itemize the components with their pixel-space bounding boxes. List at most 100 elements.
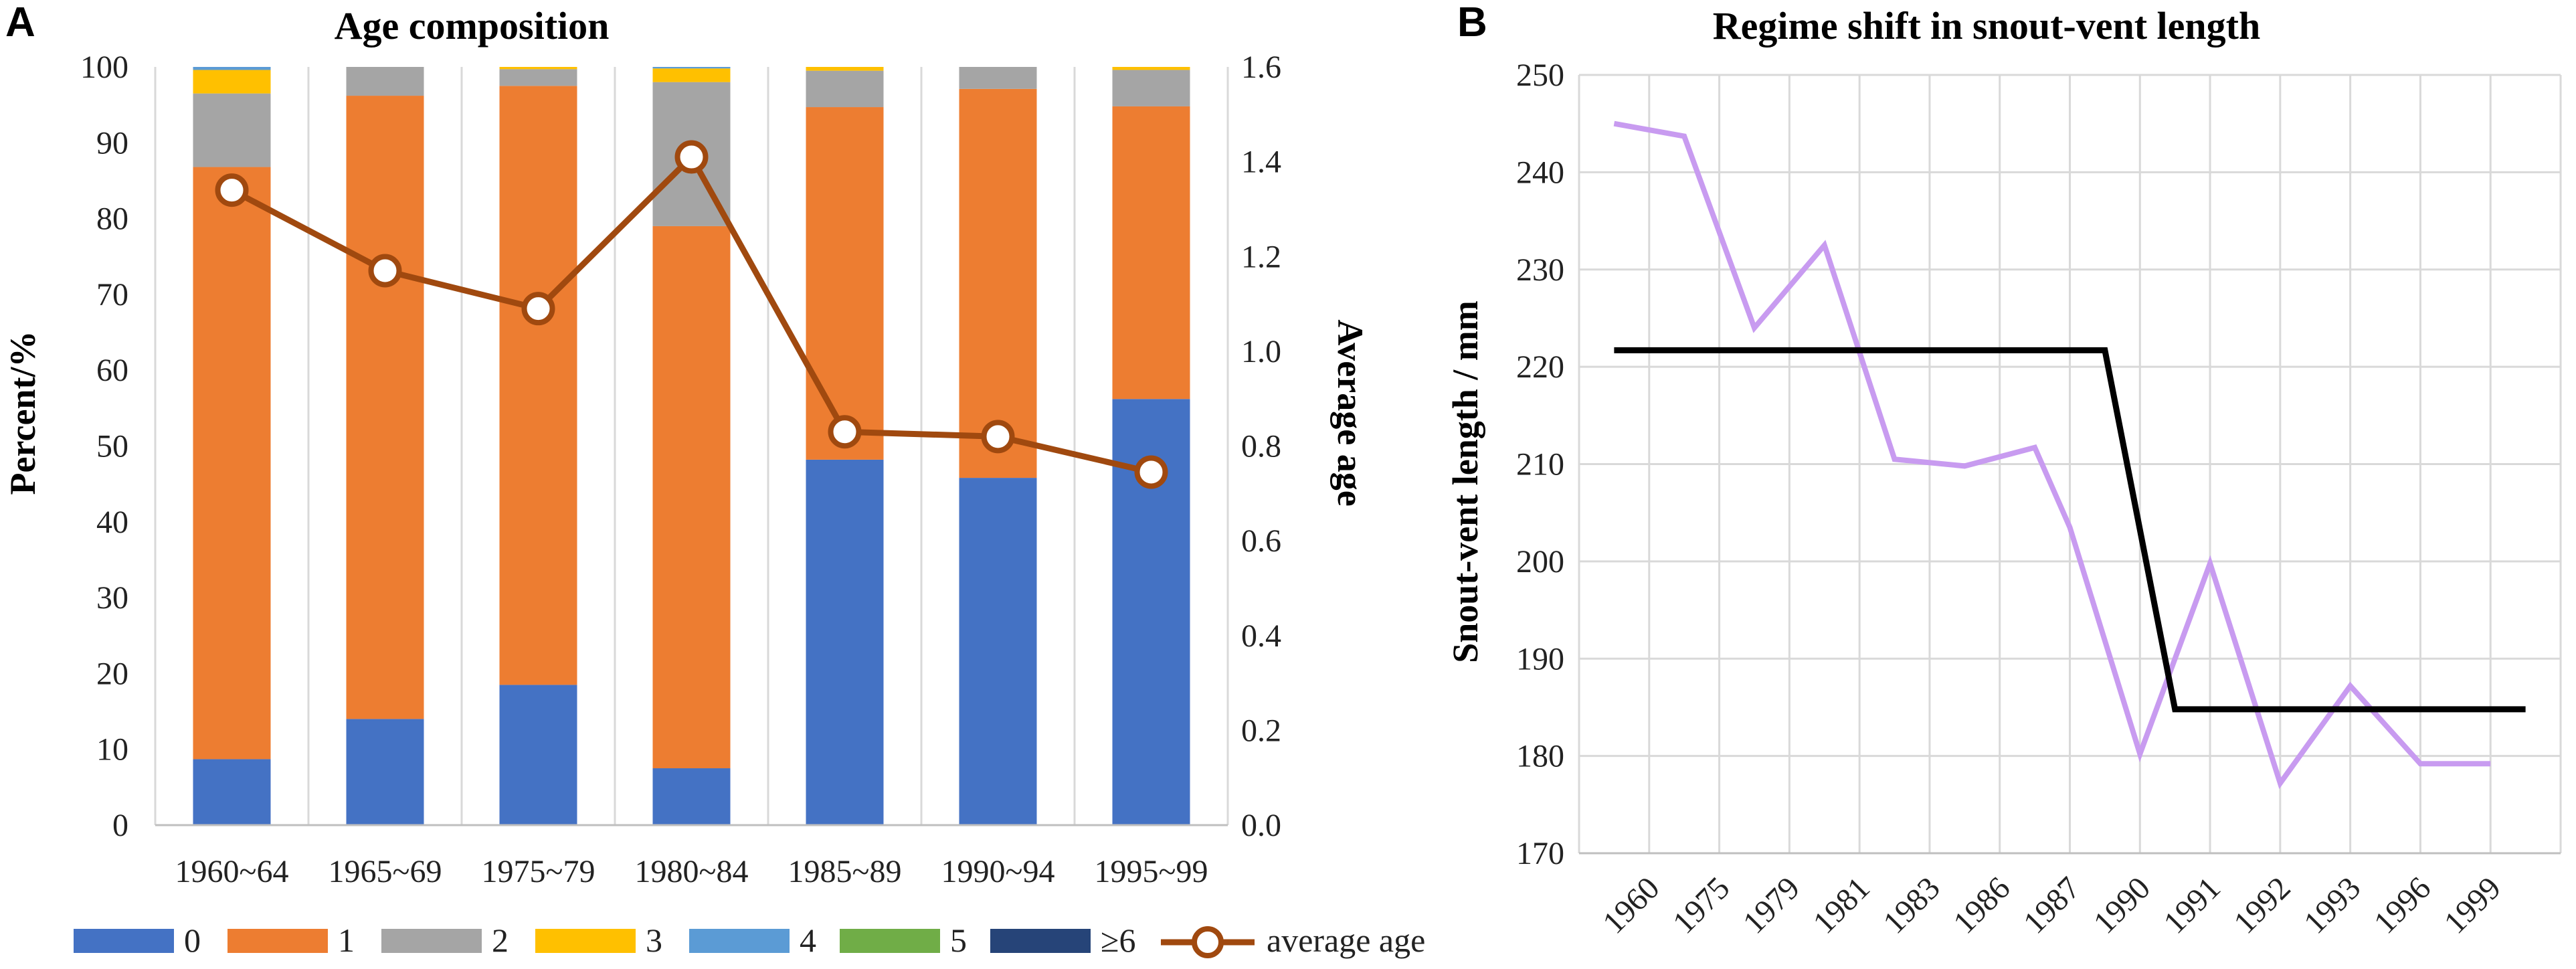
bar-segment-age-3 xyxy=(652,68,731,82)
panel-b-y-tick-label: 240 xyxy=(1516,155,1564,190)
bar-segment-age-2 xyxy=(346,67,424,96)
panel-a-y2-tick-label: 1.0 xyxy=(1241,334,1281,369)
panel-a-y-tick-label: 100 xyxy=(80,50,128,85)
legend-swatch xyxy=(990,929,1091,953)
bar-segment-age-4 xyxy=(193,67,271,70)
legend-label: 1 xyxy=(338,921,355,959)
panel-a-y-tick-label: 80 xyxy=(96,201,128,237)
bar-segment-age-3 xyxy=(806,67,884,71)
panel-a-y-tick-label: 60 xyxy=(96,353,128,388)
panel-b-gridlines xyxy=(1578,74,2562,855)
panel-a-gridlines xyxy=(154,67,1229,825)
regime-mean-line xyxy=(1614,347,2526,713)
panel-a-y2-axis-label: Average age xyxy=(1330,319,1370,506)
panel-b-y-tick-label: 230 xyxy=(1516,252,1564,288)
bar-segment-age-0 xyxy=(652,768,731,825)
bar-segment-age-1 xyxy=(652,226,731,769)
legend-label: 2 xyxy=(492,921,509,959)
legend-label: ≥6 xyxy=(1101,921,1135,959)
bar-segment-age-0 xyxy=(959,478,1037,825)
legend-line-marker xyxy=(1192,926,1224,958)
legend-swatch xyxy=(227,929,328,953)
panel-a-y2-tick-label: 0.6 xyxy=(1241,523,1281,559)
panel-a-x-tick-label: 1990~94 xyxy=(941,854,1055,889)
legend-swatch xyxy=(840,929,940,953)
panel-a-x-tick-label: 1980~84 xyxy=(635,854,749,889)
panel-b-y-axis-label: Snout-vent length / mm xyxy=(1445,300,1485,663)
bar-segment-age-3 xyxy=(1112,67,1190,70)
panel-a-x-tick-label: 1975~79 xyxy=(482,854,595,889)
bar-segment-age-2 xyxy=(499,69,577,86)
panel-b-x-tick-label: 1999 xyxy=(2437,870,2508,940)
panel-a-y-tick-label: 70 xyxy=(96,277,128,313)
bar-segment-age-1 xyxy=(499,86,577,685)
panel-a-average-age-line xyxy=(215,140,1168,489)
bar-segment-age-2 xyxy=(959,67,1037,89)
panel-a-y-tick-label: 50 xyxy=(96,429,128,464)
bar-segment-age-0 xyxy=(193,759,271,825)
panel-b-x-tick-label: 1990 xyxy=(2087,870,2157,940)
bar-segment-age-3 xyxy=(193,70,271,94)
panel-a-y-tick-label: 0 xyxy=(112,808,128,843)
panel-a-y2-tick-label: 1.6 xyxy=(1241,50,1281,85)
panel-a-y-tick-label: 30 xyxy=(96,580,128,616)
bar-segment-age-0 xyxy=(499,685,577,825)
panel-a-y2-tick-label: 0.8 xyxy=(1241,429,1281,464)
panel-a-title: Age composition xyxy=(335,4,610,48)
legend-label: 5 xyxy=(950,921,967,959)
panel-a-x-tick-label: 1995~99 xyxy=(1095,854,1208,889)
panel-b-title: Regime shift in snout-vent length xyxy=(1713,4,2260,48)
legend-label: average age xyxy=(1267,921,1425,959)
panel-a-letter: A xyxy=(5,0,35,46)
legend-label: 0 xyxy=(184,921,201,959)
panel-a-axes: 0 10 20 30 40 50 60 70 80 90 100 0.0 0.2 0.4 0.6 0.8 1.0… xyxy=(80,50,1281,889)
panel-b-y-tick-label: 190 xyxy=(1516,641,1564,677)
legend-label: 4 xyxy=(800,921,816,959)
panel-a-y2-tick-label: 0.2 xyxy=(1241,713,1281,748)
panel-a-y-tick-label: 10 xyxy=(96,732,128,768)
bar-segment-age-2 xyxy=(193,93,271,167)
panel-b-x-tick-label: 1983 xyxy=(1876,870,1946,940)
average-age-marker xyxy=(828,415,862,449)
panel-b-x-tick-label: 1991 xyxy=(2156,870,2227,940)
bar-segment-age-2 xyxy=(806,70,884,108)
legend-swatch xyxy=(689,929,790,953)
panel-b-y-tick-label: 180 xyxy=(1516,739,1564,774)
panel-a-legend: 0 1 2 3 4 5 ≥6 average age xyxy=(74,921,1425,959)
panel-b-letter: B xyxy=(1457,0,1487,46)
panel-b-x-tick-label: 1960 xyxy=(1596,870,1666,940)
panel-b-x-tick-label: 1987 xyxy=(2017,870,2087,940)
bar-segment-age-4 xyxy=(652,67,731,69)
panel-a-y2-tick-label: 1.2 xyxy=(1241,239,1281,274)
bar-segment-age-3 xyxy=(499,67,577,70)
panel-b-x-tick-label: 1996 xyxy=(2367,870,2437,940)
panel-b-x-tick-label: 1993 xyxy=(2297,870,2367,940)
panel-a-bars xyxy=(193,67,1190,825)
bar-segment-age-2 xyxy=(1112,70,1190,106)
panel-b-x-tick-label: 1992 xyxy=(2227,870,2297,940)
legend-swatch xyxy=(74,929,174,953)
panel-b-y-tick-label: 220 xyxy=(1516,349,1564,385)
legend-swatch xyxy=(381,929,482,953)
panel-b-x-tick-label: 1979 xyxy=(1736,870,1807,940)
panel-a-y-tick-label: 90 xyxy=(96,125,128,161)
bar-segment-age-1 xyxy=(346,96,424,719)
average-age-marker xyxy=(215,173,249,207)
panel-a-x-tick-label: 1965~69 xyxy=(329,854,442,889)
average-age-marker xyxy=(674,140,709,174)
panel-b-x-tick-label: 1986 xyxy=(1946,870,2017,940)
panel-b-x-tick-label: 1981 xyxy=(1807,870,1877,940)
panel-a-y2-tick-label: 0.0 xyxy=(1241,808,1281,843)
panel-b-y-tick-label: 250 xyxy=(1516,58,1564,93)
panel-b-y-tick-label: 210 xyxy=(1516,447,1564,482)
bar-segment-age-0 xyxy=(806,459,884,825)
legend-label: 3 xyxy=(646,921,662,959)
panel-a-y-tick-label: 20 xyxy=(96,656,128,691)
panel-a-x-tick-label: 1985~89 xyxy=(788,854,902,889)
panel-a-y-axis-label: Percent/% xyxy=(3,331,43,495)
average-age-marker xyxy=(521,292,555,326)
average-age-marker xyxy=(981,420,1015,454)
average-age-marker xyxy=(368,254,402,288)
bar-segment-age-1 xyxy=(193,167,271,760)
